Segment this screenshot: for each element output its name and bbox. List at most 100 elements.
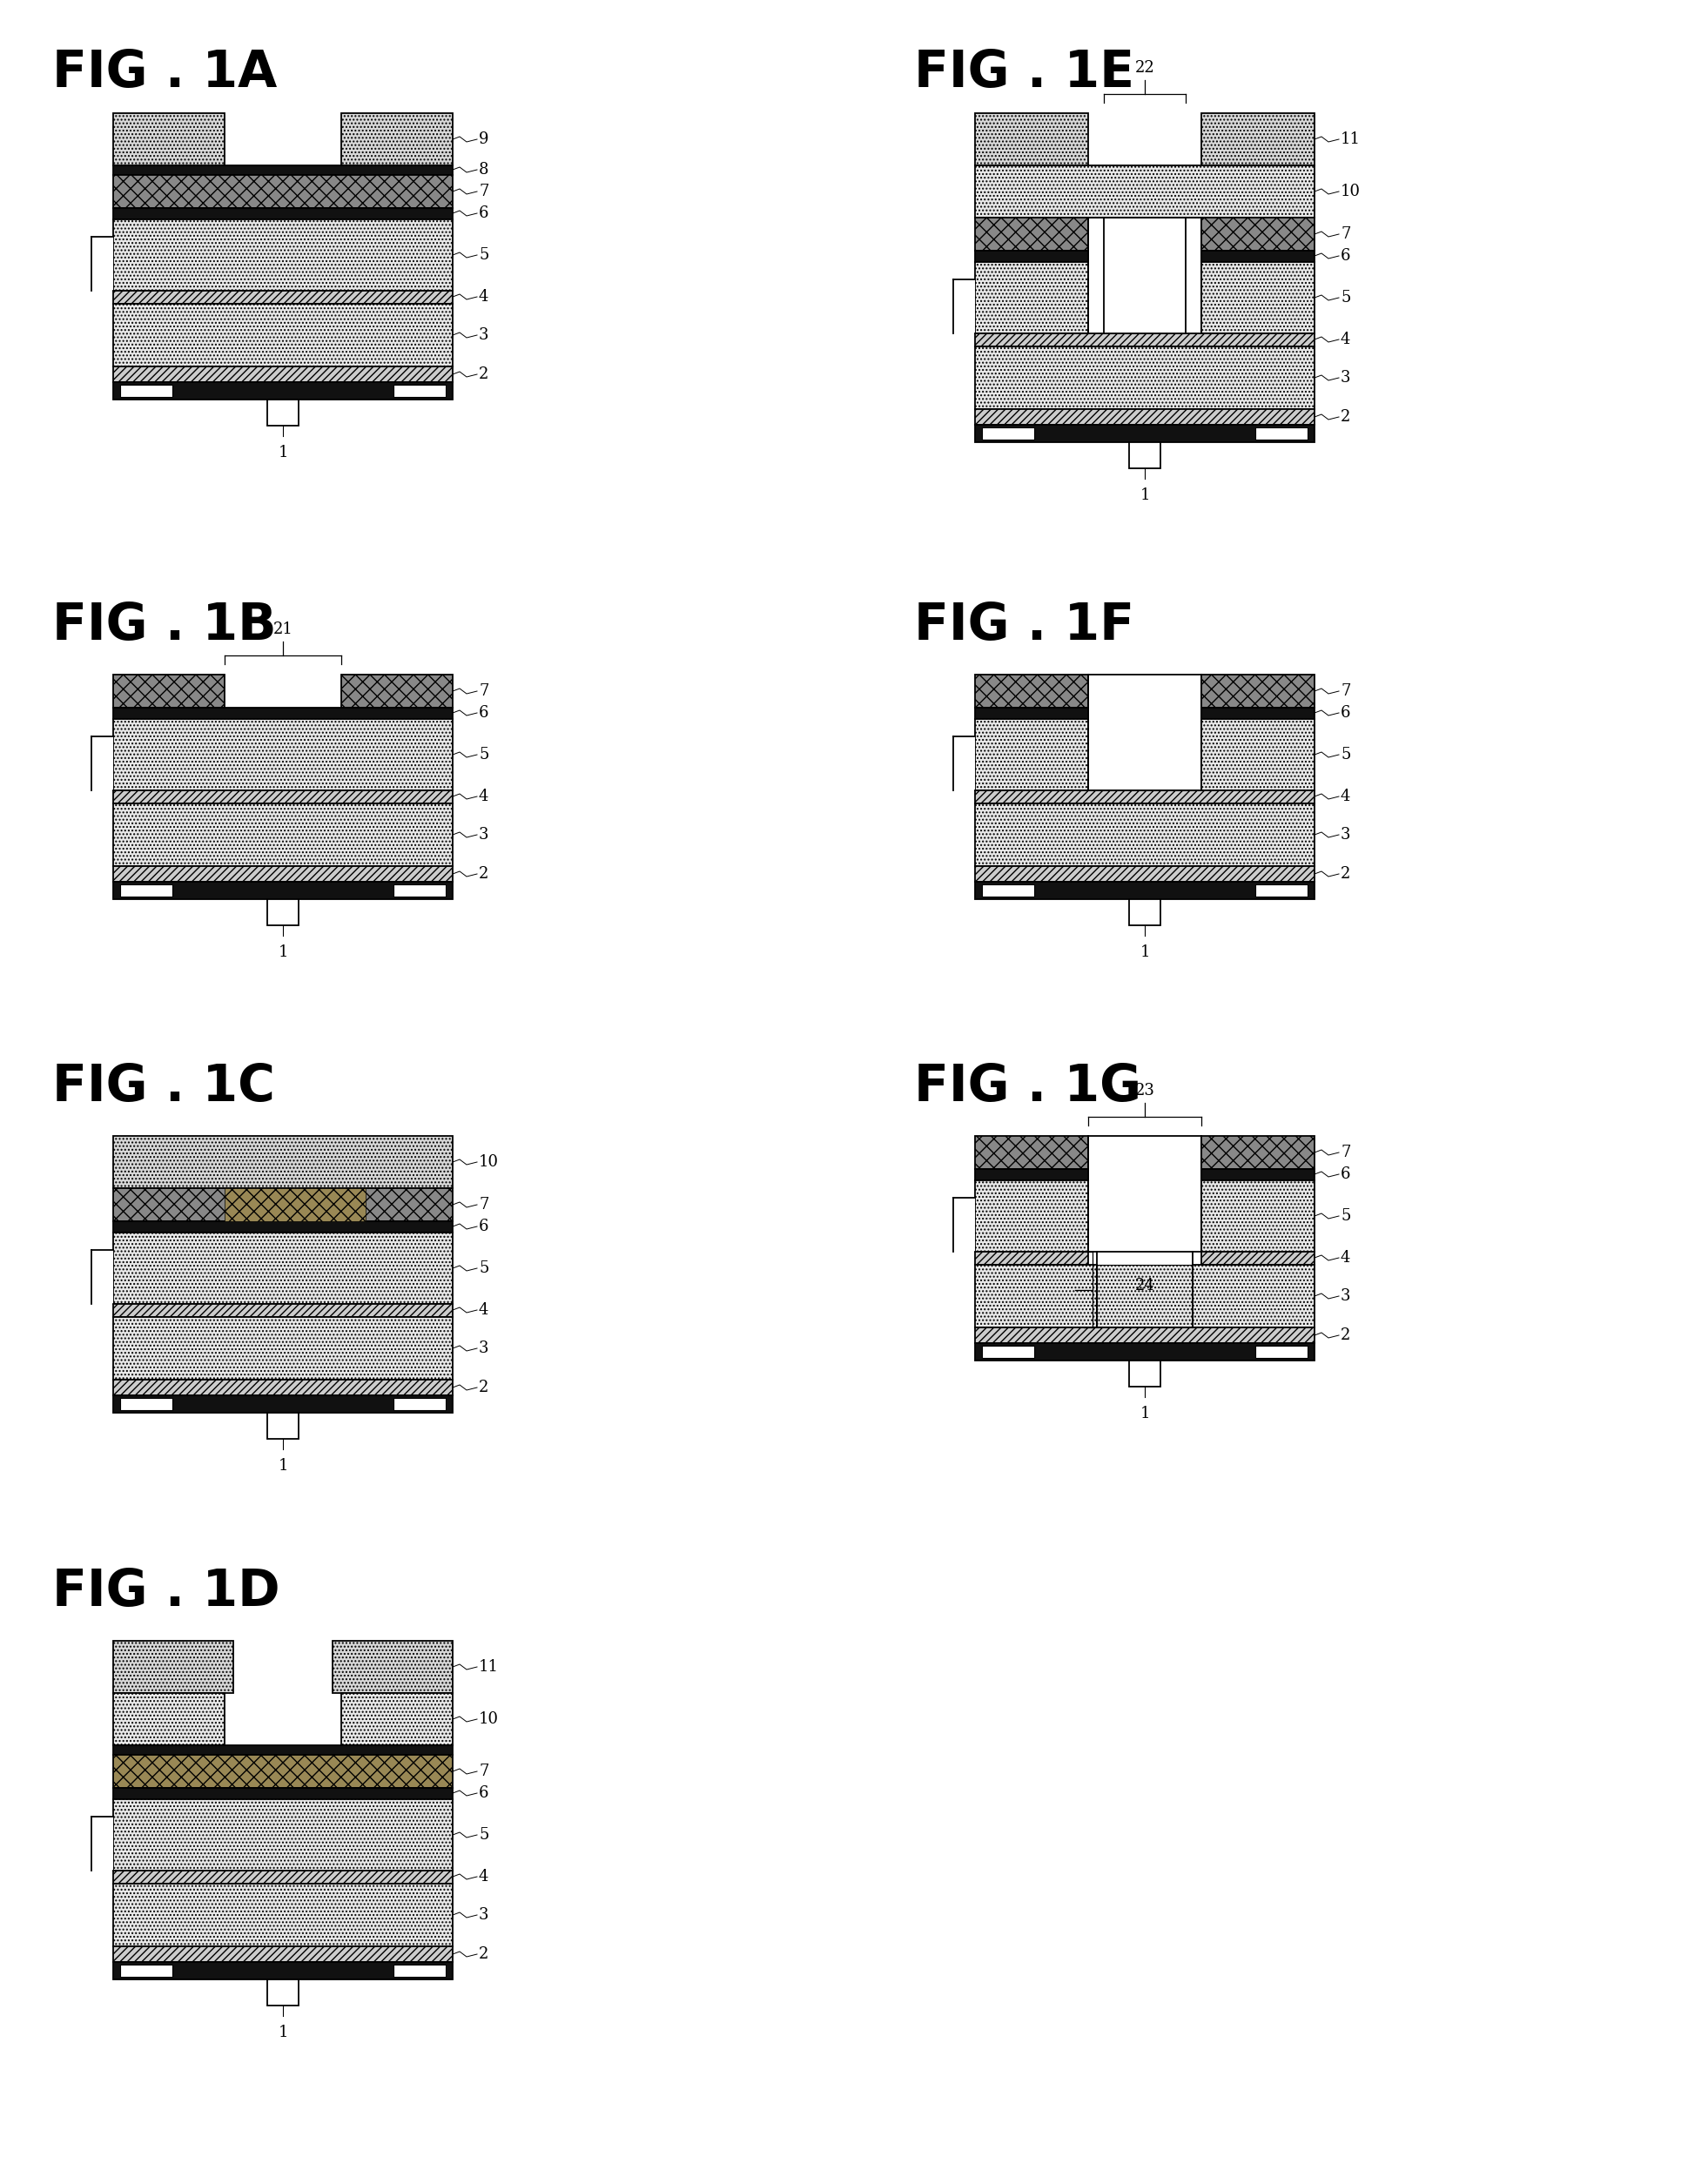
Text: 4: 4 [478,1868,488,1885]
Text: 9: 9 [478,131,488,148]
Bar [92,1250,113,1304]
Text: 1: 1 [1139,1406,1149,1422]
Bar [113,1189,453,1221]
Text: 21: 21 [273,620,292,638]
Text: 1: 1 [1139,488,1149,503]
Bar [113,1755,453,1787]
Bar [342,675,453,708]
Bar [113,1946,453,1961]
Bar [975,113,1088,165]
Text: 2: 2 [478,866,488,882]
Bar [1201,675,1315,708]
Bar [393,1398,446,1411]
Bar [120,1964,173,1977]
Bar [975,675,1088,708]
Text: 3: 3 [478,1341,488,1356]
Bar [975,790,1315,803]
Bar [113,1380,453,1395]
Bar [1201,1180,1315,1252]
Bar [1255,1345,1308,1358]
Bar [975,1180,1088,1252]
Text: FIG . 1F: FIG . 1F [914,601,1134,651]
Text: 3: 3 [478,1907,488,1922]
Bar [975,708,1088,718]
Bar [975,803,1315,866]
Text: FIG . 1D: FIG . 1D [53,1567,280,1618]
Bar [982,427,1035,440]
Text: 23: 23 [1134,1082,1155,1099]
Text: 7: 7 [478,684,488,699]
Text: 1: 1 [278,1459,289,1474]
Bar [975,409,1315,425]
Text: 5: 5 [1341,290,1351,305]
Text: 1: 1 [278,945,289,960]
Text: FIG . 1E: FIG . 1E [914,48,1134,98]
Bar [1201,113,1315,165]
Bar [92,237,113,292]
Text: 5: 5 [478,1827,488,1842]
Text: 3: 3 [478,327,488,344]
Text: FIG . 1B: FIG . 1B [53,601,277,651]
Bar [975,866,1315,882]
Bar [113,1232,453,1304]
Bar [982,884,1035,897]
Bar [953,736,975,790]
Bar [120,385,173,396]
Bar [975,1252,1088,1265]
Text: 22: 22 [1134,61,1155,76]
Text: 4: 4 [478,788,488,803]
Bar [113,1746,453,1755]
Bar [975,1136,1088,1169]
Text: 6: 6 [478,705,488,721]
Bar [120,884,173,897]
Bar [975,1328,1315,1343]
Bar [1192,1265,1315,1328]
Text: 5: 5 [478,248,488,263]
Text: 10: 10 [478,1711,499,1726]
Bar [113,383,453,401]
Text: 5: 5 [478,747,488,762]
Text: 24: 24 [1134,1278,1155,1293]
Bar [975,718,1088,790]
Text: 4: 4 [1341,331,1351,348]
Text: 4: 4 [478,290,488,305]
Text: 2: 2 [1341,409,1351,425]
Bar [975,425,1315,442]
Bar [1129,899,1160,925]
Text: 6: 6 [1341,1167,1351,1182]
Bar [113,1641,234,1694]
Bar [975,346,1315,409]
Bar [113,718,453,790]
Bar [113,1317,453,1380]
Bar [224,1189,366,1221]
Text: 2: 2 [478,1946,488,1961]
Bar [1097,1265,1192,1328]
Text: 4: 4 [1341,1250,1351,1265]
Text: 5: 5 [1341,1208,1351,1223]
Text: 7: 7 [478,1763,488,1779]
Text: 3: 3 [1341,370,1351,385]
Text: FIG . 1C: FIG . 1C [53,1062,275,1112]
Bar [342,113,453,165]
Bar [266,1979,299,2005]
Bar [113,305,453,366]
Text: 11: 11 [478,1659,499,1674]
Bar [113,708,453,718]
Text: 2: 2 [1341,1328,1351,1343]
Bar [113,1395,453,1413]
Bar [113,1694,224,1746]
Text: 2: 2 [1341,866,1351,882]
Text: 3: 3 [1341,827,1351,842]
Text: 6: 6 [478,205,488,222]
Text: 7: 7 [478,183,488,200]
Bar [113,1221,453,1232]
Bar [342,1694,453,1746]
Bar [113,1883,453,1946]
Bar [975,333,1315,346]
Bar [113,1304,453,1317]
Bar [975,250,1088,261]
Bar [393,1964,446,1977]
Bar [1201,1136,1315,1169]
Bar [1201,708,1315,718]
Bar [113,882,453,899]
